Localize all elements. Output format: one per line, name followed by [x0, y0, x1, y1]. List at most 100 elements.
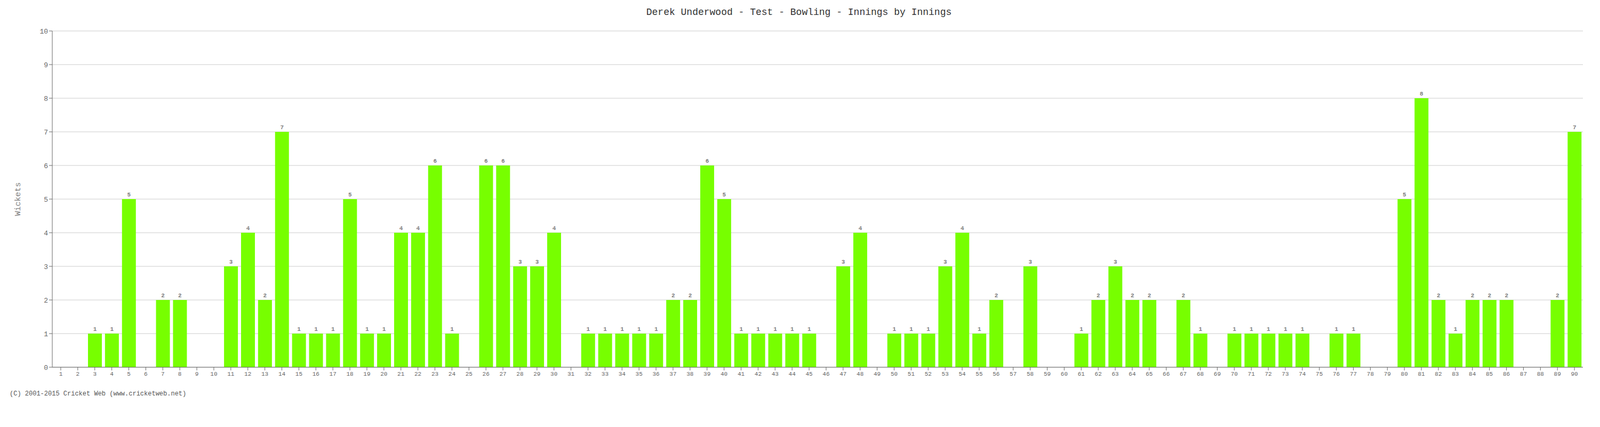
svg-text:10: 10	[210, 370, 218, 378]
svg-text:41: 41	[737, 370, 746, 378]
svg-text:9: 9	[43, 61, 48, 70]
svg-text:4: 4	[43, 229, 48, 238]
svg-text:13: 13	[261, 370, 269, 378]
svg-text:40: 40	[720, 370, 728, 378]
svg-text:32: 32	[584, 370, 592, 378]
svg-text:84: 84	[1468, 370, 1477, 378]
svg-text:5: 5	[126, 370, 131, 378]
svg-text:34: 34	[618, 370, 627, 378]
svg-text:2: 2	[1488, 292, 1492, 299]
svg-text:36: 36	[652, 370, 660, 378]
svg-text:47: 47	[839, 370, 847, 378]
svg-text:3: 3	[943, 258, 948, 266]
svg-text:82: 82	[1434, 370, 1442, 378]
svg-text:69: 69	[1213, 370, 1221, 378]
svg-text:48: 48	[856, 370, 864, 378]
svg-text:35: 35	[635, 370, 643, 378]
svg-text:4: 4	[552, 225, 557, 232]
svg-text:62: 62	[1094, 370, 1102, 378]
svg-text:1: 1	[1198, 325, 1203, 333]
svg-text:38: 38	[686, 370, 694, 378]
svg-text:3: 3	[518, 258, 523, 266]
svg-text:20: 20	[380, 370, 388, 378]
svg-text:1: 1	[43, 330, 48, 339]
svg-text:1: 1	[93, 325, 98, 333]
svg-text:76: 76	[1332, 370, 1340, 378]
svg-text:64: 64	[1128, 370, 1136, 378]
svg-text:33: 33	[601, 370, 609, 378]
svg-text:2: 2	[1181, 292, 1186, 299]
svg-text:14: 14	[278, 370, 286, 378]
svg-text:57: 57	[1009, 370, 1017, 378]
svg-text:90: 90	[1570, 370, 1578, 378]
svg-text:2: 2	[1555, 292, 1560, 299]
svg-text:1: 1	[909, 325, 914, 333]
svg-text:51: 51	[907, 370, 916, 378]
svg-text:3: 3	[1113, 258, 1118, 266]
svg-text:9: 9	[195, 370, 199, 378]
svg-text:4: 4	[246, 225, 251, 232]
svg-text:1: 1	[807, 325, 812, 333]
svg-text:1: 1	[1300, 325, 1305, 333]
svg-text:86: 86	[1502, 370, 1510, 378]
svg-text:2: 2	[994, 292, 999, 299]
svg-text:85: 85	[1485, 370, 1493, 378]
svg-text:37: 37	[669, 370, 677, 378]
svg-text:5: 5	[722, 191, 727, 198]
svg-text:5: 5	[348, 191, 352, 198]
svg-text:55: 55	[975, 370, 983, 378]
svg-text:15: 15	[295, 370, 303, 378]
svg-text:1: 1	[892, 325, 896, 333]
svg-text:61: 61	[1077, 370, 1086, 378]
svg-text:27: 27	[499, 370, 507, 378]
svg-text:79: 79	[1384, 370, 1391, 378]
svg-text:1: 1	[110, 325, 115, 333]
svg-text:49: 49	[873, 370, 881, 378]
svg-text:6: 6	[144, 370, 148, 378]
svg-text:68: 68	[1196, 370, 1204, 378]
svg-text:87: 87	[1520, 370, 1527, 378]
svg-text:1: 1	[1232, 325, 1237, 333]
svg-text:81: 81	[1417, 370, 1426, 378]
svg-text:75: 75	[1315, 370, 1323, 378]
svg-text:1: 1	[756, 325, 760, 333]
svg-text:1: 1	[654, 325, 659, 333]
svg-text:1: 1	[620, 325, 624, 333]
svg-text:7: 7	[43, 128, 48, 137]
svg-text:4: 4	[109, 370, 114, 378]
svg-text:2: 2	[1147, 292, 1152, 299]
svg-text:18: 18	[346, 370, 354, 378]
svg-text:23: 23	[431, 370, 439, 378]
svg-text:12: 12	[244, 370, 252, 378]
svg-text:2: 2	[76, 370, 80, 378]
svg-text:1: 1	[739, 325, 743, 333]
svg-text:1: 1	[977, 325, 982, 333]
svg-text:88: 88	[1537, 370, 1544, 378]
svg-text:3: 3	[229, 258, 234, 266]
svg-text:Wickets: Wickets	[13, 181, 23, 216]
svg-text:74: 74	[1298, 370, 1307, 378]
svg-text:73: 73	[1281, 370, 1289, 378]
svg-text:2: 2	[263, 292, 268, 299]
svg-text:1: 1	[314, 325, 318, 333]
svg-text:0: 0	[43, 363, 48, 372]
svg-text:77: 77	[1349, 370, 1357, 378]
svg-text:60: 60	[1060, 370, 1068, 378]
svg-text:83: 83	[1451, 370, 1459, 378]
svg-text:2: 2	[1436, 292, 1441, 299]
svg-text:6: 6	[705, 157, 710, 165]
svg-text:63: 63	[1111, 370, 1119, 378]
svg-text:21: 21	[397, 370, 405, 378]
svg-text:1: 1	[59, 370, 63, 378]
svg-text:2: 2	[178, 292, 182, 299]
svg-text:1: 1	[1351, 325, 1356, 333]
svg-text:4: 4	[399, 225, 404, 232]
svg-text:2: 2	[1470, 292, 1475, 299]
svg-text:5: 5	[126, 191, 131, 198]
svg-text:56: 56	[992, 370, 1000, 378]
svg-text:1: 1	[1283, 325, 1288, 333]
svg-text:3: 3	[1028, 258, 1033, 266]
svg-text:26: 26	[482, 370, 490, 378]
svg-text:66: 66	[1162, 370, 1170, 378]
svg-text:1: 1	[1266, 325, 1271, 333]
